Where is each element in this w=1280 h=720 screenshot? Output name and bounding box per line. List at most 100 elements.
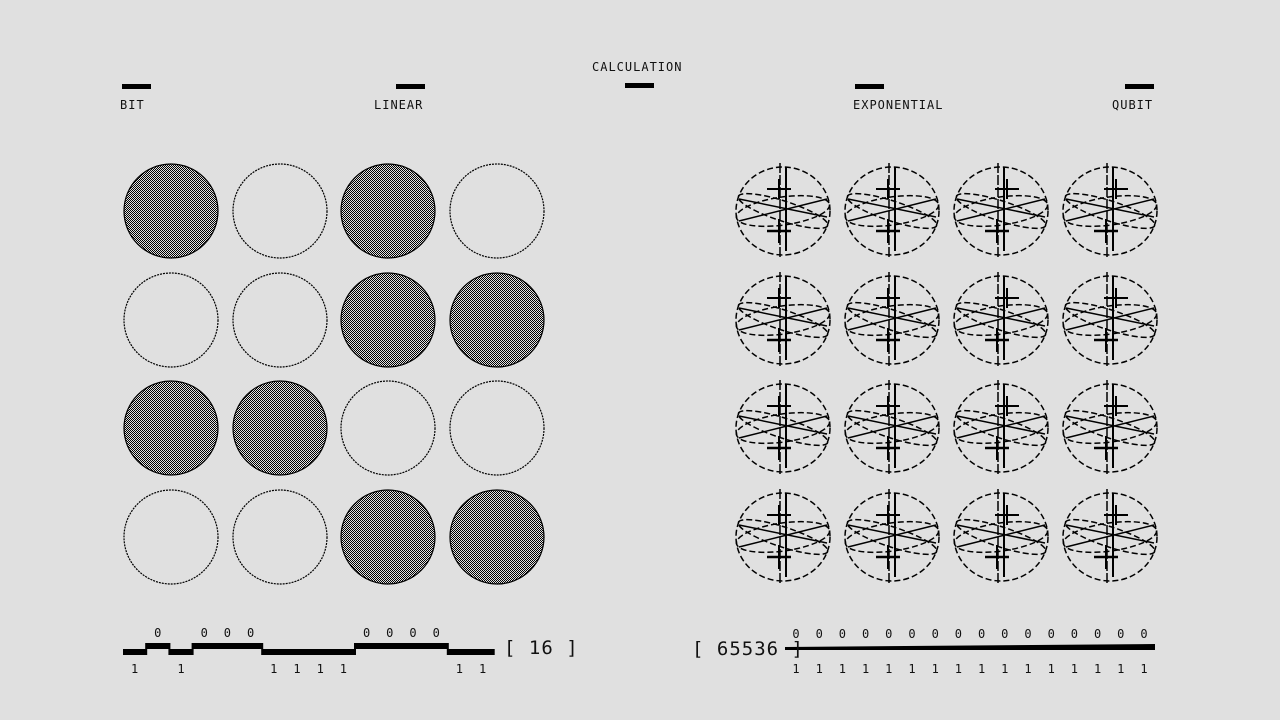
bloch-sphere-icon: [953, 489, 1049, 585]
qubit-zero-label: 0: [1024, 627, 1031, 641]
bit-wave-segment: [123, 649, 147, 655]
superposition-line: [785, 644, 1155, 650]
bloch-sphere-icon: [735, 380, 831, 476]
qubit-one-label: 1: [1001, 662, 1008, 676]
qubit-one-label: 1: [1024, 662, 1031, 676]
bloch-sphere-icon: [735, 163, 831, 259]
bloch-sphere-icon: [1062, 163, 1158, 259]
bloch-sphere-icon: [844, 163, 940, 259]
bit-wave-edge: [168, 643, 171, 655]
bit-value-label: 1: [317, 662, 324, 676]
qubit-one-label: 1: [885, 662, 892, 676]
bloch-sphere-icon: [1062, 272, 1158, 368]
bit-value-label: 0: [433, 626, 440, 640]
bit-value-label: 0: [224, 626, 231, 640]
bit-wave-edge: [261, 643, 264, 655]
qubit-label: QUBIT: [1112, 98, 1154, 112]
qubit-one-label: 1: [839, 662, 846, 676]
state-count: [ 65536 ]: [692, 638, 804, 660]
bit-wave-segment: [262, 649, 286, 655]
qubit-zero-label: 0: [1094, 627, 1101, 641]
qubit-one-label: 1: [1071, 662, 1078, 676]
qubit-one-label: 1: [792, 662, 799, 676]
bit-label: BIT: [120, 98, 145, 112]
qubit-one-label: 1: [932, 662, 939, 676]
exponential-marker: [855, 84, 884, 89]
qubit-one-label: 1: [978, 662, 985, 676]
bit-value-label: 0: [409, 626, 416, 640]
qubit-one-label: 1: [1117, 662, 1124, 676]
qubit-zero-label: 0: [839, 627, 846, 641]
qubit-one-label: 1: [816, 662, 823, 676]
bit-value-label: 1: [340, 662, 347, 676]
qubit-one-label: 1: [862, 662, 869, 676]
exponential-label: EXPONENTIAL: [853, 98, 944, 112]
bloch-sphere-icon: [1062, 380, 1158, 476]
qubit-zero-label: 0: [908, 627, 915, 641]
bit-one-circle: [340, 163, 436, 259]
qubit-zero-label: 0: [1071, 627, 1078, 641]
bit-wave-segment: [239, 643, 263, 649]
bit-zero-circle: [449, 380, 545, 476]
bit-wave-segment: [355, 643, 379, 649]
qubit-zero-label: 0: [978, 627, 985, 641]
qubit-one-label: 1: [1094, 662, 1101, 676]
bit-wave-edge: [145, 643, 148, 655]
bit-one-circle: [123, 163, 219, 259]
qubit-marker: [1125, 84, 1154, 89]
bloch-sphere-icon: [1062, 489, 1158, 585]
qubit-zero-label: 0: [955, 627, 962, 641]
bit-zero-circle: [232, 272, 328, 368]
bit-wave-segment: [192, 643, 217, 649]
bloch-sphere-icon: [844, 272, 940, 368]
qubit-zero-label: 0: [1140, 627, 1147, 641]
qubit-zero-label: 0: [816, 627, 823, 641]
bloch-sphere-icon: [953, 272, 1049, 368]
bit-value-label: 1: [270, 662, 277, 676]
bit-value-label: 0: [201, 626, 208, 640]
qubit-zero-label: 0: [932, 627, 939, 641]
bit-value-label: 0: [386, 626, 393, 640]
bit-value-label: 1: [293, 662, 300, 676]
bit-value-label: 1: [177, 662, 184, 676]
bit-zero-circle: [123, 272, 219, 368]
bit-one-circle: [123, 380, 219, 476]
bit-wave-segment: [169, 649, 194, 655]
bloch-sphere-icon: [735, 272, 831, 368]
qubit-zero-label: 0: [885, 627, 892, 641]
qubit-zero-label: 0: [1117, 627, 1124, 641]
bit-one-circle: [232, 380, 328, 476]
bit-wave-edge: [191, 643, 194, 655]
bit-zero-circle: [232, 489, 328, 585]
bit-one-circle: [340, 272, 436, 368]
bit-one-circle: [340, 489, 436, 585]
bit-zero-circle: [123, 489, 219, 585]
bit-one-circle: [449, 489, 545, 585]
bit-value-label: 1: [131, 662, 138, 676]
bit-wave-segment: [215, 643, 240, 649]
qubit-zero-label: 0: [1001, 627, 1008, 641]
bit-wave-edge: [446, 643, 449, 655]
bit-wave-segment: [146, 643, 170, 649]
bloch-sphere-icon: [844, 380, 940, 476]
bit-zero-circle: [340, 380, 436, 476]
bit-wave-segment: [378, 643, 402, 649]
bit-value-label: 0: [247, 626, 254, 640]
qubit-one-label: 1: [1140, 662, 1147, 676]
bit-wave-segment: [471, 649, 495, 655]
bit-zero-circle: [449, 163, 545, 259]
bit-zero-circle: [232, 163, 328, 259]
bloch-sphere-icon: [735, 489, 831, 585]
qubit-zero-label: 0: [792, 627, 799, 641]
qubit-one-label: 1: [1048, 662, 1055, 676]
bit-wave-segment: [285, 649, 310, 655]
qubit-one-label: 1: [908, 662, 915, 676]
calculation-title: CALCULATION: [592, 60, 683, 74]
bit-value-label: 0: [363, 626, 370, 640]
bit-value-label: 1: [479, 662, 486, 676]
calculation-marker: [625, 83, 654, 88]
bit-wave-edge: [354, 643, 356, 655]
bit-wave-segment: [331, 649, 356, 655]
qubit-one-label: 1: [955, 662, 962, 676]
bit-wave-segment: [401, 643, 426, 649]
